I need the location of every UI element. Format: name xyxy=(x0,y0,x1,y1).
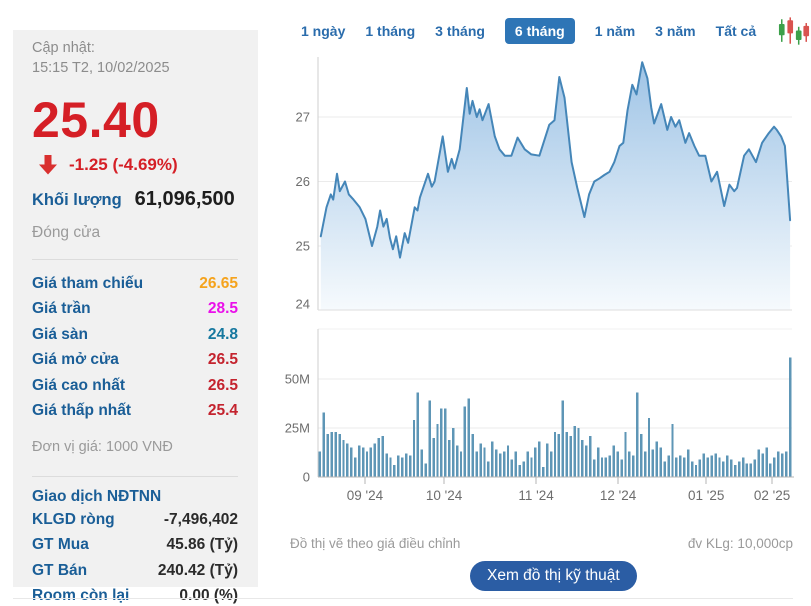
svg-text:10 '24: 10 '24 xyxy=(426,488,463,503)
foreign-row-sell-value: GT Bán 240.42 (Tỷ) xyxy=(32,561,238,579)
svg-text:26: 26 xyxy=(296,174,310,189)
candlestick-chart-icon[interactable] xyxy=(778,16,810,46)
tab-1-nam[interactable]: 1 năm xyxy=(594,23,636,39)
volume-value: 61,096,500 xyxy=(134,187,235,210)
last-price: 25.40 xyxy=(32,91,160,148)
divider xyxy=(32,258,238,260)
update-label: Cập nhật: xyxy=(32,40,95,56)
price-row-reference: Giá tham chiếu 26.65 xyxy=(32,274,238,292)
quote-summary-panel: Cập nhật: 15:15 T2, 10/02/2025 25.40 -1.… xyxy=(13,30,258,604)
price-row-ceiling: Giá trần 28.5 xyxy=(32,300,238,318)
tab-1-thang[interactable]: 1 tháng xyxy=(365,23,416,39)
svg-text:12 '24: 12 '24 xyxy=(600,488,637,503)
range-tabs: 1 ngày 1 tháng 3 tháng 6 tháng 1 năm 3 n… xyxy=(301,16,810,46)
svg-text:0: 0 xyxy=(303,470,310,485)
price-change: -1.25 (-4.69%) xyxy=(69,154,178,174)
volume-label: Khối lượng xyxy=(32,190,122,209)
svg-text:01 '25: 01 '25 xyxy=(688,488,724,503)
svg-text:02 '25: 02 '25 xyxy=(754,488,790,503)
svg-text:27: 27 xyxy=(296,110,310,125)
foreign-row-net-volume: KLGD ròng -7,496,402 xyxy=(32,510,238,528)
down-arrow-icon xyxy=(38,154,58,176)
close-label: Đóng cửa xyxy=(32,223,101,241)
price-row-open: Giá mở cửa 26.5 xyxy=(32,351,238,369)
foreign-row-room-left: Room còn lại 0.00 (%) xyxy=(32,587,238,605)
price-row-floor: Giá sàn 24.8 xyxy=(32,325,238,343)
tab-1-ngay[interactable]: 1 ngày xyxy=(301,23,346,39)
volume-unit-note: đv KLg: 10,000cp xyxy=(687,536,793,551)
tab-3-nam[interactable]: 3 năm xyxy=(655,23,696,39)
svg-text:25: 25 xyxy=(296,239,310,254)
svg-text:09 '24: 09 '24 xyxy=(347,488,384,503)
price-unit-note: Đơn vị giá: 1000 VNĐ xyxy=(32,438,173,455)
svg-text:25M: 25M xyxy=(285,421,310,436)
adjusted-price-note: Đồ thị vẽ theo giá điều chỉnh xyxy=(290,536,461,551)
divider xyxy=(32,475,238,477)
foreign-row-buy-value: GT Mua 45.86 (Tỷ) xyxy=(32,536,238,554)
svg-text:11 '24: 11 '24 xyxy=(518,488,554,503)
svg-text:50M: 50M xyxy=(285,372,310,387)
foreign-trading-title: Giao dịch NĐTNN xyxy=(32,487,162,505)
tab-6-thang[interactable]: 6 tháng xyxy=(504,18,575,44)
tab-tat-ca[interactable]: Tất cả xyxy=(715,23,757,39)
price-volume-chart: 27 26 25 24 50M 25M 0 09 '24 10 '24 11 '24 12 '24 0… xyxy=(285,57,794,503)
svg-text:24: 24 xyxy=(296,297,310,312)
tab-3-thang[interactable]: 3 tháng xyxy=(435,23,485,39)
page-divider xyxy=(13,598,793,599)
technical-chart-button[interactable]: Xem đồ thị kỹ thuật xyxy=(470,561,637,591)
price-row-high: Giá cao nhất 26.5 xyxy=(32,376,238,394)
price-row-low: Giá thấp nhất 25.4 xyxy=(32,402,238,420)
update-time: 15:15 T2, 10/02/2025 xyxy=(32,60,170,77)
